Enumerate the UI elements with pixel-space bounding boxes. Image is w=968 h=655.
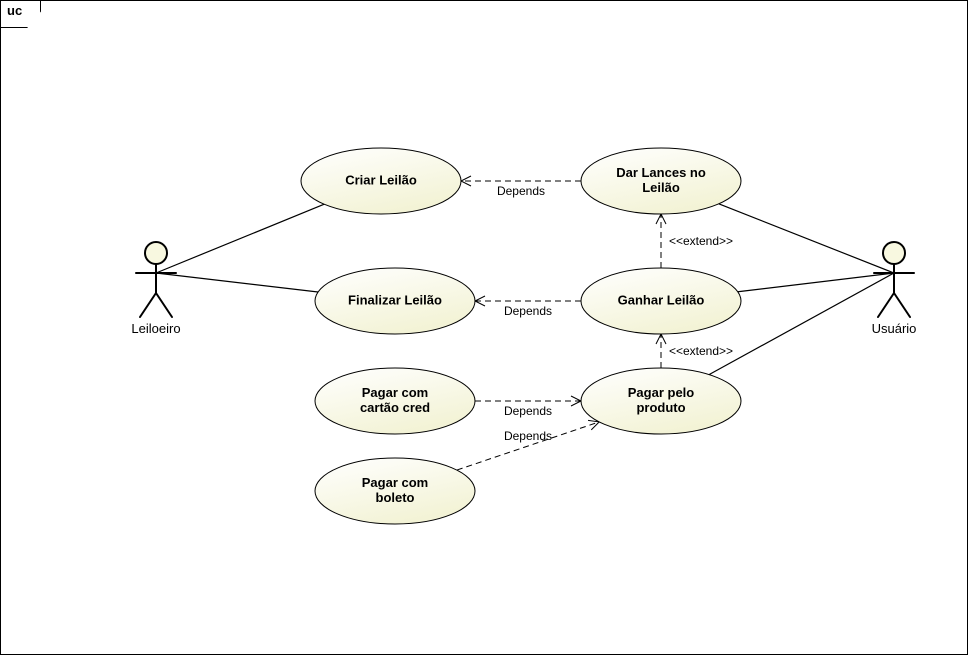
usecase-cartao: Pagar comcartão cred	[315, 368, 475, 434]
usecase-label: Ganhar Leilão	[618, 292, 705, 307]
usecase-ganhar: Ganhar Leilão	[581, 268, 741, 334]
usecase-boleto: Pagar comboleto	[315, 458, 475, 524]
actor-leiloeiro: Leiloeiro	[131, 242, 180, 336]
usecase-label: Dar Lances no	[616, 165, 706, 180]
diagram-frame: uc Criar LeilãoFinalizar LeilãoPagar com…	[0, 0, 968, 655]
dependency-label: <<extend>>	[669, 344, 733, 358]
usecase-label: Leilão	[642, 180, 680, 195]
dependency-label: Depends	[504, 429, 552, 443]
actor-label: Leiloeiro	[131, 321, 180, 336]
association	[156, 273, 318, 292]
actor-label: Usuário	[872, 321, 917, 336]
association	[709, 273, 894, 375]
association	[156, 204, 324, 273]
association	[719, 204, 894, 273]
usecase-lances: Dar Lances noLeilão	[581, 148, 741, 214]
dependency-label: Depends	[497, 184, 545, 198]
usecase-label: Pagar pelo	[628, 385, 695, 400]
usecase-label: Finalizar Leilão	[348, 292, 442, 307]
usecase-label: cartão cred	[360, 400, 430, 415]
usecase-finalizar: Finalizar Leilão	[315, 268, 475, 334]
dependency-label: Depends	[504, 304, 552, 318]
usecase-label: Pagar com	[362, 385, 428, 400]
actor-usuario: Usuário	[872, 242, 917, 336]
usecase-pagar: Pagar peloproduto	[581, 368, 741, 434]
diagram-canvas: Criar LeilãoFinalizar LeilãoPagar comcar…	[1, 1, 967, 654]
usecase-label: Criar Leilão	[345, 172, 417, 187]
association	[738, 273, 894, 292]
dependency-label: Depends	[504, 404, 552, 418]
usecase-label: Pagar com	[362, 475, 428, 490]
usecase-criar: Criar Leilão	[301, 148, 461, 214]
usecase-label: boleto	[376, 490, 415, 505]
usecase-label: produto	[636, 400, 685, 415]
dependency-label: <<extend>>	[669, 234, 733, 248]
